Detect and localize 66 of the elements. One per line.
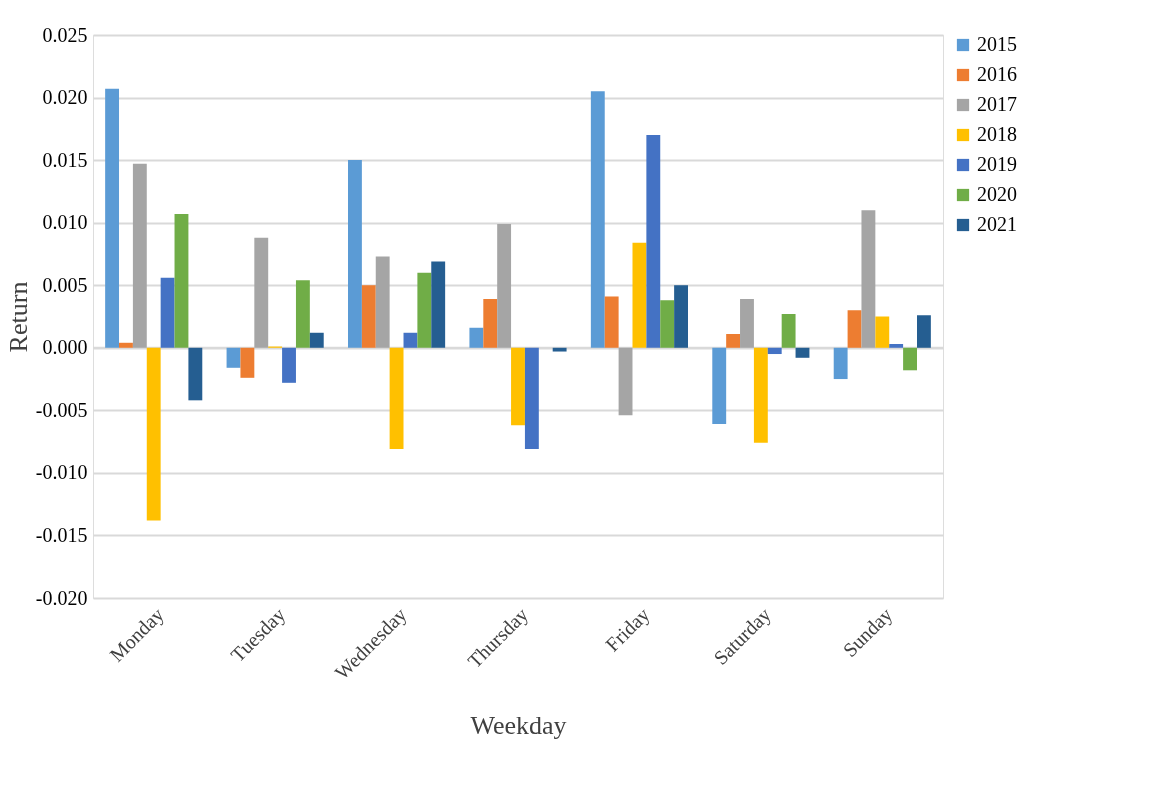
bar xyxy=(160,277,175,348)
y-tick-label: 0.015 xyxy=(42,148,88,171)
legend-label: 2018 xyxy=(977,123,1017,145)
bar xyxy=(483,298,498,348)
bar xyxy=(431,261,446,348)
bar xyxy=(740,298,754,348)
bar xyxy=(674,285,688,348)
legend-label: 2015 xyxy=(977,33,1017,55)
bar xyxy=(847,310,862,348)
bar xyxy=(497,223,512,348)
bar xyxy=(361,285,376,348)
legend-label: 2017 xyxy=(977,93,1017,115)
bar xyxy=(889,344,904,348)
bar xyxy=(282,347,296,383)
legend-label: 2021 xyxy=(977,213,1017,235)
bar xyxy=(240,347,255,378)
bar xyxy=(861,210,876,348)
bar xyxy=(781,314,796,348)
bar xyxy=(552,347,567,352)
bar xyxy=(309,332,324,348)
bar xyxy=(524,347,539,450)
bar xyxy=(188,347,203,401)
bar xyxy=(916,315,931,348)
bar xyxy=(590,91,605,348)
y-tick-label: 0.005 xyxy=(42,273,88,296)
bar xyxy=(767,347,782,355)
bar xyxy=(604,296,619,348)
bar xyxy=(469,327,484,348)
bar xyxy=(646,135,661,348)
x-axis-title: Weekday xyxy=(470,711,567,741)
legend-label: 2016 xyxy=(977,63,1017,85)
bar xyxy=(875,316,890,348)
y-tick-label: -0.010 xyxy=(35,461,88,484)
bar xyxy=(511,347,525,426)
bar xyxy=(348,160,362,348)
bar xyxy=(254,237,269,348)
y-tick-label: 0.010 xyxy=(42,211,88,234)
bar xyxy=(833,347,848,380)
bar xyxy=(295,280,310,348)
bar xyxy=(795,347,810,358)
bar xyxy=(403,332,418,348)
y-tick-label: -0.005 xyxy=(35,398,88,421)
bar xyxy=(105,88,120,348)
legend-label: 2020 xyxy=(977,183,1017,205)
y-tick-label: 0.025 xyxy=(42,23,88,46)
bar xyxy=(726,334,741,348)
y-tick-label: -0.020 xyxy=(35,586,88,609)
bar xyxy=(375,256,390,348)
y-tick-label: -0.015 xyxy=(35,523,88,546)
y-tick-label: 0.000 xyxy=(42,336,88,359)
bar xyxy=(146,347,161,521)
y-tick-label: 0.020 xyxy=(42,86,88,109)
bar xyxy=(417,272,432,348)
bar xyxy=(660,300,675,348)
bar xyxy=(632,242,647,348)
bar xyxy=(119,342,133,348)
bar xyxy=(618,347,633,416)
bar xyxy=(903,347,917,371)
bar xyxy=(389,347,404,450)
bar xyxy=(226,347,241,368)
bar xyxy=(174,213,189,348)
bar xyxy=(132,163,147,348)
bar xyxy=(712,347,727,425)
y-axis-title: Return xyxy=(3,281,33,353)
bar xyxy=(753,347,768,443)
legend-label: 2019 xyxy=(977,153,1017,175)
